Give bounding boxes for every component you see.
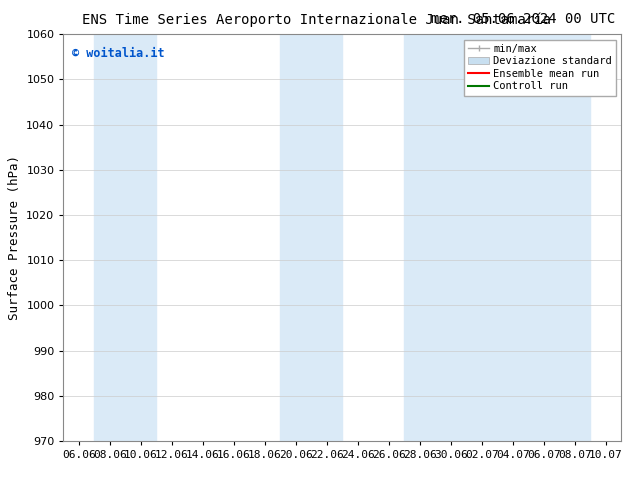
- Bar: [467, 34, 528, 441]
- Y-axis label: Surface Pressure (hPa): Surface Pressure (hPa): [8, 155, 21, 320]
- Bar: [94, 34, 157, 441]
- Bar: [280, 34, 342, 441]
- Text: © woitalia.it: © woitalia.it: [72, 47, 164, 59]
- Text: mer. 05.06.2024 00 UTC: mer. 05.06.2024 00 UTC: [430, 12, 615, 26]
- Bar: [528, 34, 590, 441]
- Legend: min/max, Deviazione standard, Ensemble mean run, Controll run: min/max, Deviazione standard, Ensemble m…: [464, 40, 616, 96]
- Text: ENS Time Series Aeroporto Internazionale Juan Santamaría: ENS Time Series Aeroporto Internazionale…: [82, 12, 552, 27]
- Bar: [404, 34, 467, 441]
